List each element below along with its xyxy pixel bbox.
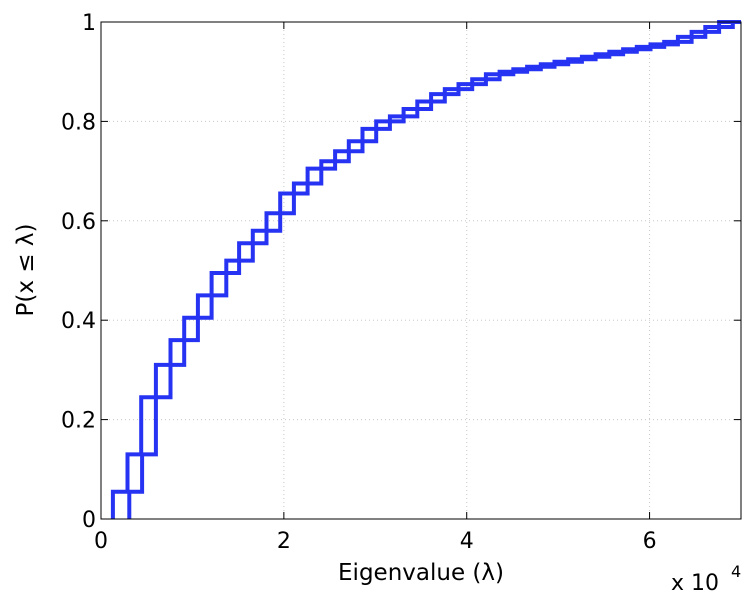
y-tick-label: 0.6 (61, 210, 96, 235)
x-tick-label: 6 (643, 529, 657, 554)
plot-frame (100, 21, 742, 520)
y-axis-label: P(x ≤ λ) (13, 224, 39, 317)
y-tick-label: 0.4 (61, 309, 96, 334)
tick-marks (100, 21, 741, 520)
x-tick-label: 2 (277, 529, 291, 554)
cdf-step-line-1 (110, 20, 741, 519)
y-tick-label: 1 (82, 11, 96, 36)
series-group (110, 20, 741, 519)
y-tick-label: 0.8 (61, 110, 96, 135)
y-tick-label: 0.2 (61, 409, 96, 434)
axes (100, 21, 742, 520)
x-multiplier-label: x 10 (671, 571, 719, 596)
x-multiplier: x 10 4 (671, 562, 741, 596)
tick-labels: 0 2 4 6 0 0.2 0.4 0.6 0.8 1 (61, 11, 657, 554)
y-tick-label: 0 (82, 508, 96, 533)
grid (101, 22, 741, 519)
x-tick-label: 0 (94, 529, 108, 554)
x-tick-label: 4 (460, 529, 474, 554)
x-multiplier-exponent: 4 (731, 562, 741, 581)
cdf-step-line-2 (127, 20, 741, 519)
x-axis-label: Eigenvalue (λ) (338, 560, 504, 586)
